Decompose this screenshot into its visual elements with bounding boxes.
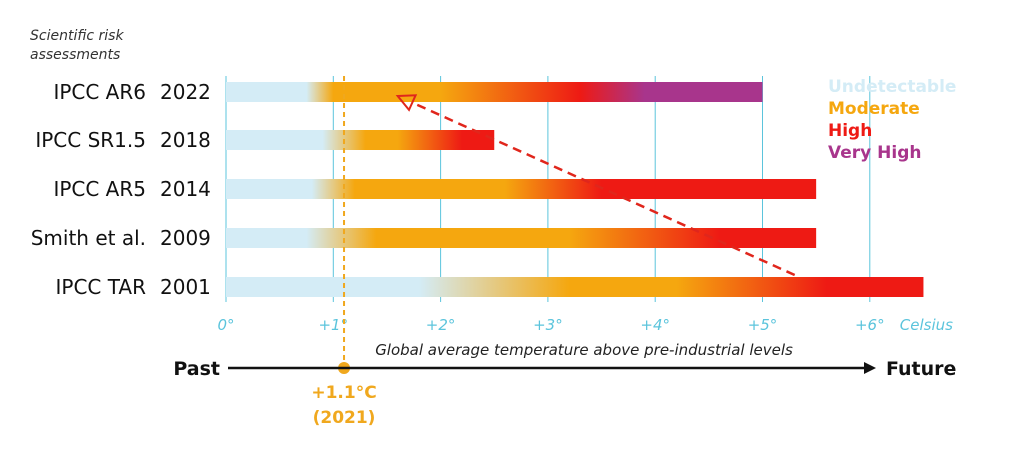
row-labels: IPCC AR6 2022 IPCC SR1.5 2018 IPCC AR5 2014 Sm… (31, 80, 211, 299)
x-tick-labels: 0° +1° +2° +3° +4° +5° +6° Celsius (217, 316, 953, 334)
category-name: IPCC SR1.5 (35, 128, 146, 152)
category-name: IPCC AR5 (53, 177, 146, 201)
x-tick-label: 0° (217, 316, 234, 334)
category-year: 2022 (160, 80, 211, 104)
x-tick-label: +5° (748, 316, 778, 334)
timeline-future-label: Future (886, 358, 956, 380)
bar-ipcc-ar6 (226, 82, 763, 102)
category-year: 2018 (160, 128, 211, 152)
timeline-axis: Past Future Global average temperature a… (173, 341, 956, 380)
x-tick-label: +1° (318, 316, 348, 334)
legend-item-high: High (828, 121, 872, 141)
x-tick-label: +6° (855, 316, 885, 334)
legend-item-undetectable: Undetectable (828, 77, 956, 97)
current-temp-label: +1.1°C (311, 383, 376, 403)
bar-ipcc-tar (226, 277, 924, 297)
y-axis-title: Scientific risk assessments (30, 28, 128, 63)
timeline-past-label: Past (173, 358, 220, 380)
legend-item-very_high: Very High (828, 143, 921, 163)
category-year: 2001 (160, 275, 211, 299)
x-tick-label: +2° (426, 316, 456, 334)
annotations: +1.1°C (2021) (311, 76, 796, 428)
category-name: Smith et al. (31, 226, 146, 250)
category-year: 2014 (160, 177, 211, 201)
bar-smith-et-al- (226, 228, 817, 248)
bar-ipcc-ar5 (226, 179, 817, 199)
x-axis-title: Global average temperature above pre-ind… (375, 341, 793, 359)
x-tick-label: +4° (640, 316, 670, 334)
x-tick-label: +3° (533, 316, 563, 334)
bar-ipcc-sr1-5 (226, 130, 495, 150)
category-year: 2009 (160, 226, 211, 250)
arrowhead-icon (864, 362, 876, 374)
trend-arrowhead-icon (395, 94, 418, 112)
category-name: IPCC TAR (56, 275, 147, 299)
trend-arrow-line (411, 101, 796, 277)
x-unit-label: Celsius (900, 316, 953, 334)
risk-bars (226, 82, 924, 297)
legend-item-moderate: Moderate (828, 99, 920, 119)
current-temp-year: (2021) (313, 408, 376, 428)
category-name: IPCC AR6 (53, 80, 146, 104)
